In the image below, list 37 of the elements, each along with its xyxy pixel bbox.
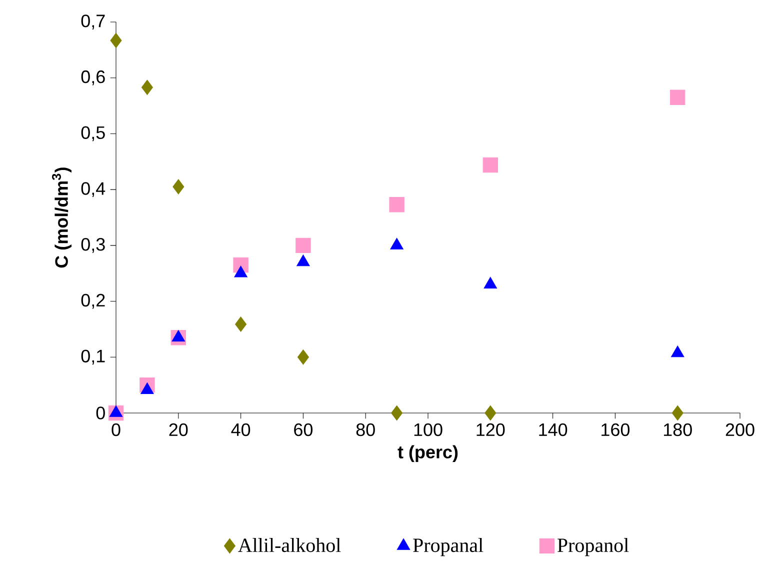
y-tick-label: 0,5 <box>81 126 105 142</box>
point <box>110 32 122 48</box>
point <box>140 382 154 394</box>
x-tick-label: 160 <box>602 423 630 436</box>
y-tick-label: 0 <box>96 406 105 420</box>
point <box>141 80 153 95</box>
y-tick-label: 0,6 <box>81 70 105 86</box>
x-tick-label: 120 <box>476 423 505 436</box>
point <box>670 90 686 106</box>
point <box>482 157 498 173</box>
point <box>484 405 496 421</box>
x-tick-label: 100 <box>414 423 442 436</box>
x-tick-label: 200 <box>726 423 754 436</box>
x-tick-label: 80 <box>356 423 375 436</box>
point <box>391 405 403 421</box>
y-axis-title: C (mol/dm$^{3}$) <box>52 168 72 268</box>
x-tick-label: 20 <box>169 423 188 436</box>
x-tick-label: 140 <box>539 423 568 436</box>
point <box>172 179 184 194</box>
x-tick-label: 0 <box>112 423 120 436</box>
legend-label: Propanol <box>558 538 629 556</box>
legend-label: Propanal <box>413 538 484 556</box>
y-tick-label: 0,3 <box>81 238 105 253</box>
point <box>672 405 684 421</box>
y-tick-label: 0,2 <box>81 294 105 309</box>
legend-label: Allil-alkohol <box>238 538 341 552</box>
point <box>235 316 247 332</box>
point <box>389 197 404 212</box>
x-axis-title: t (perc) <box>398 445 458 462</box>
y-tick-label: 0,7 <box>81 14 105 30</box>
x-tick-label: 180 <box>664 423 692 436</box>
x-tick-label: 40 <box>231 423 250 436</box>
y-tick-label: 0,4 <box>81 182 106 198</box>
point <box>296 238 311 254</box>
y-tick-label: 0,1 <box>81 350 105 365</box>
point <box>297 350 309 365</box>
x-tick-label: 60 <box>294 423 313 436</box>
